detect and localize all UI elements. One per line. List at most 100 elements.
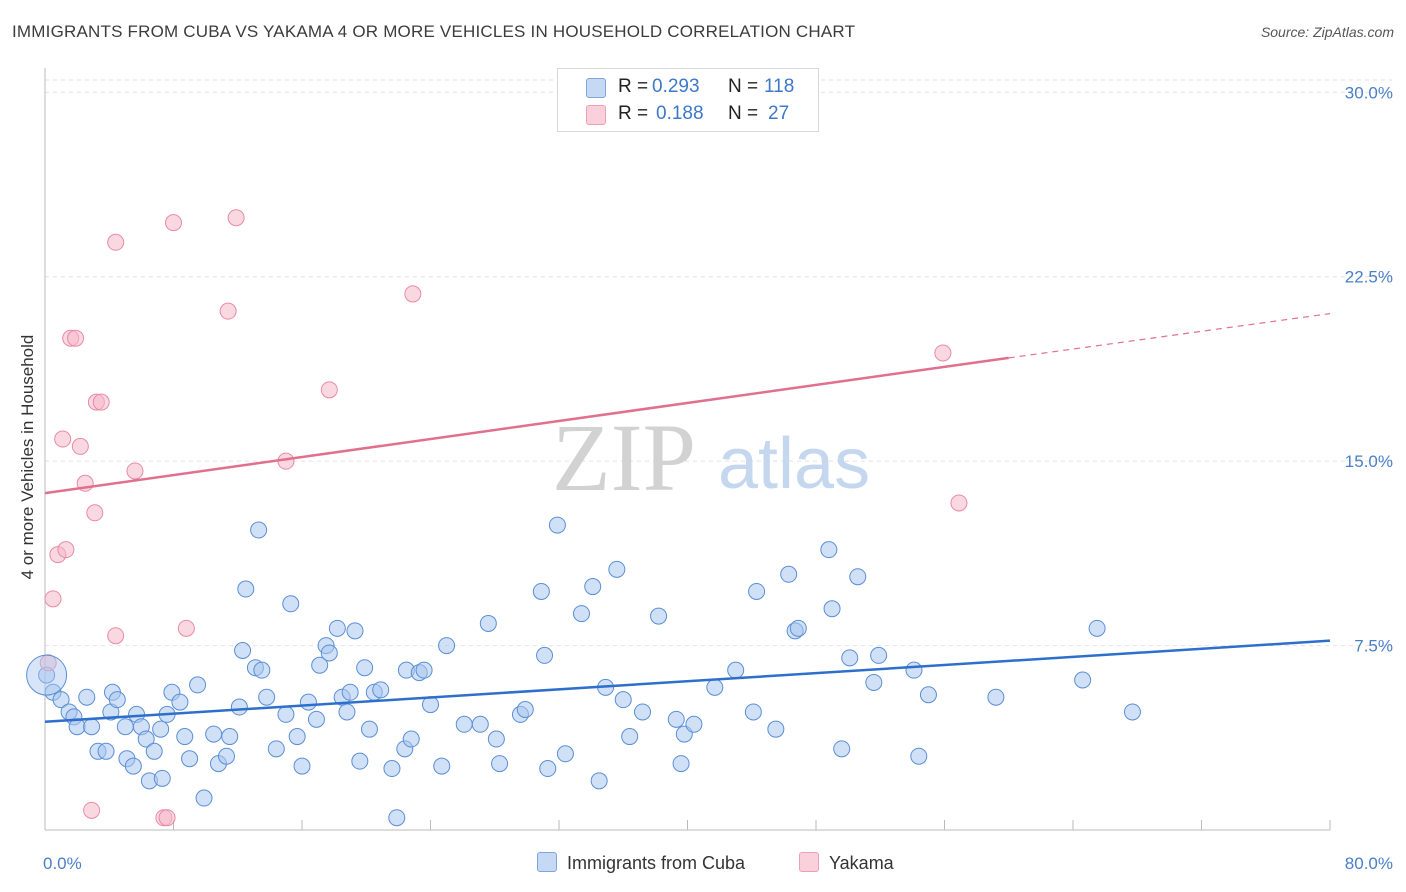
legend-r-label: R = <box>618 76 649 97</box>
legend-n-value: 118 <box>764 76 795 97</box>
point-cuba <box>849 568 867 586</box>
point-cuba <box>919 686 937 704</box>
point-yakama <box>177 619 195 637</box>
point-cuba <box>356 659 374 677</box>
chart-title: IMMIGRANTS FROM CUBA VS YAKAMA 4 OR MORE… <box>12 22 856 41</box>
point-yakama <box>227 209 245 227</box>
point-cuba-large <box>26 654 68 696</box>
point-yakama <box>107 233 125 251</box>
point-cuba <box>487 730 505 748</box>
point-cuba <box>338 703 356 721</box>
point-cuba <box>556 745 574 763</box>
point-cuba <box>171 693 189 711</box>
point-cuba <box>548 516 566 534</box>
point-cuba <box>250 521 268 539</box>
point-cuba <box>137 730 155 748</box>
point-yakama <box>86 504 104 522</box>
legend-n-label: N = <box>728 103 759 124</box>
point-yakama <box>54 430 72 448</box>
point-cuba <box>479 614 497 632</box>
point-cuba <box>282 595 300 613</box>
legend-n-value: 27 <box>768 103 790 124</box>
point-cuba <box>727 661 745 679</box>
gridlines <box>45 79 1392 647</box>
point-cuba <box>293 757 311 775</box>
point-cuba <box>823 600 841 618</box>
point-cuba <box>124 757 142 775</box>
point-cuba <box>299 693 317 711</box>
point-cuba <box>767 720 785 738</box>
bottom-legend-yakama[interactable]: Yakama <box>799 852 894 874</box>
data-points <box>26 209 1141 827</box>
point-yakama <box>71 437 89 455</box>
point-yakama <box>158 809 176 827</box>
point-cuba <box>181 750 199 768</box>
point-cuba <box>789 619 807 637</box>
point-cuba <box>905 661 923 679</box>
bottom-legend-swatch-yakama <box>799 852 819 872</box>
point-cuba <box>608 560 626 578</box>
point-cuba <box>987 688 1005 706</box>
x-tick-label-min: 0.0% <box>43 854 82 873</box>
point-cuba <box>230 698 248 716</box>
point-yakama <box>126 462 144 480</box>
point-cuba <box>841 649 859 667</box>
point-cuba <box>532 582 550 600</box>
point-cuba <box>491 755 509 773</box>
trend-line-yakama-extension <box>1008 313 1331 359</box>
point-cuba <box>116 718 134 736</box>
point-cuba <box>621 728 639 746</box>
point-cuba <box>328 619 346 637</box>
point-cuba <box>672 755 690 773</box>
point-cuba <box>438 637 456 655</box>
point-cuba <box>584 578 602 596</box>
point-cuba <box>516 701 534 719</box>
point-cuba <box>685 715 703 733</box>
legend-r-label: R = <box>618 103 649 124</box>
point-cuba <box>572 605 590 623</box>
point-cuba <box>346 622 364 640</box>
point-yakama <box>320 381 338 399</box>
x-tick-label-max: 80.0% <box>1345 854 1393 873</box>
legend-n-label: N = <box>728 76 759 97</box>
point-cuba <box>536 646 554 664</box>
point-cuba <box>145 742 163 760</box>
point-cuba <box>614 691 632 709</box>
point-cuba <box>195 789 213 807</box>
point-cuba <box>97 742 115 760</box>
bottom-legend-label-cuba: Immigrants from Cuba <box>567 853 746 873</box>
point-cuba <box>706 678 724 696</box>
point-cuba <box>307 710 325 728</box>
point-cuba <box>237 580 255 598</box>
point-cuba <box>52 691 70 709</box>
point-cuba <box>471 715 489 733</box>
point-cuba <box>320 644 338 662</box>
point-cuba <box>372 681 390 699</box>
point-cuba <box>455 715 473 733</box>
legend-box: R = 0.293 N = 118 R = 0.188 N = 27 <box>557 68 819 132</box>
point-cuba <box>83 718 101 736</box>
point-cuba <box>780 565 798 583</box>
trend-line-cuba <box>44 639 1331 724</box>
y-tick-label: 7.5% <box>1354 637 1393 656</box>
point-yakama <box>950 494 968 512</box>
point-cuba <box>351 752 369 770</box>
bottom-legend-cuba[interactable]: Immigrants from Cuba <box>537 852 745 874</box>
point-cuba <box>78 688 96 706</box>
point-cuba <box>288 728 306 746</box>
point-cuba <box>221 728 239 746</box>
point-cuba <box>539 760 557 778</box>
legend-r-value: 0.188 <box>656 103 704 124</box>
point-cuba <box>1088 619 1106 637</box>
y-tick-label: 30.0% <box>1345 83 1393 102</box>
point-cuba <box>258 688 276 706</box>
point-cuba <box>277 705 295 723</box>
trend-line-yakama <box>44 356 1009 495</box>
point-cuba <box>311 656 329 674</box>
point-yakama <box>219 302 237 320</box>
point-cuba <box>218 747 236 765</box>
point-cuba <box>108 691 126 709</box>
point-cuba <box>234 641 252 659</box>
point-cuba <box>383 760 401 778</box>
source-label: Source: ZipAtlas.com <box>1260 24 1394 40</box>
